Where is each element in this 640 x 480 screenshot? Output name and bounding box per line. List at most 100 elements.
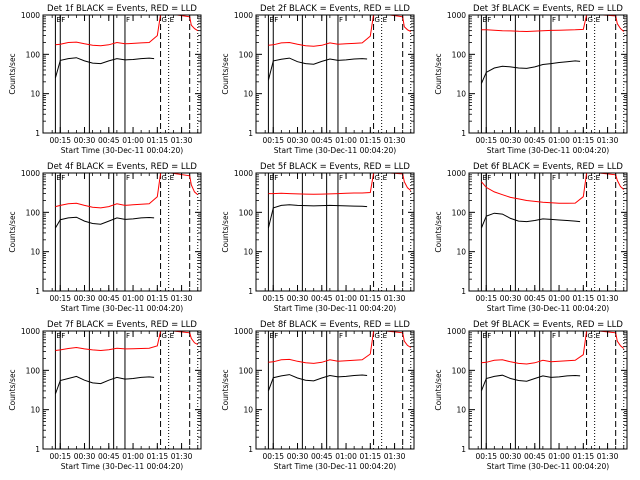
y-tick-label: 1 [35, 287, 40, 296]
x-tick-label: 00:15 [475, 452, 497, 461]
y-tick-label: 10 [456, 248, 466, 257]
x-tick-label: 01:30 [171, 136, 193, 145]
x-tick-label: 00:45 [98, 136, 120, 145]
detector-panel: Det 5f BLACK = Events, RED = LLD Counts/s… [221, 162, 415, 313]
y-tick-label: 1000 [234, 169, 253, 178]
event-marker-label: F [126, 16, 130, 24]
panel-title: Det 7f BLACK = Events, RED = LLD [47, 320, 197, 330]
y-tick-label: 100 [452, 50, 467, 59]
lld-series-line [55, 15, 199, 47]
y-tick-label: 10 [243, 90, 253, 99]
detector-panel: Det 3f BLACK = Events, RED = LLD Counts/s… [434, 4, 628, 155]
x-tick-label: 01:15 [147, 294, 169, 303]
event-marker-label: G [375, 174, 380, 182]
x-tick-label: 00:45 [524, 294, 546, 303]
panel-title: Det 2f BLACK = Events, RED = LLD [260, 4, 410, 14]
events-series-line [54, 216, 155, 229]
lld-series-line [55, 173, 199, 209]
panel-title: Det 4f BLACK = Events, RED = LLD [47, 162, 197, 172]
plot-frame [42, 172, 202, 292]
event-marker-label: E [596, 332, 600, 340]
plot-frame [468, 330, 628, 450]
events-series-line [267, 374, 368, 392]
event-marker-label: F [487, 16, 491, 24]
plot-frame [255, 172, 415, 292]
event-marker-label: F [487, 332, 491, 340]
event-marker-label: F [552, 16, 556, 24]
x-tick-label: 01:30 [597, 136, 619, 145]
plot-frame [42, 14, 202, 134]
plot-frame [468, 14, 628, 134]
x-axis-label: Start Time (30-Dec-11 00:04:20) [61, 304, 183, 313]
y-axis-label: Counts/sec [8, 53, 17, 94]
x-tick-label: 00:30 [287, 452, 309, 461]
x-tick-label: 00:45 [311, 294, 333, 303]
events-series-line [480, 374, 581, 392]
event-marker-label: F [126, 174, 130, 182]
x-tick-label: 01:00 [548, 452, 570, 461]
x-tick-label: 00:30 [500, 136, 522, 145]
x-tick-label: 00:30 [74, 294, 96, 303]
event-marker-label: E [383, 16, 387, 24]
x-tick-label: 00:45 [98, 294, 120, 303]
y-tick-label: 100 [239, 366, 254, 375]
x-axis-label: Start Time (30-Dec-11 00:04:20) [61, 462, 183, 471]
y-tick-label: 1000 [447, 11, 466, 20]
events-series-line [267, 204, 368, 229]
y-tick-label: 10 [456, 406, 466, 415]
detector-panel: Det 2f BLACK = Events, RED = LLD Counts/s… [221, 4, 415, 155]
x-axis-label: Start Time (30-Dec-11 00:04:20) [274, 462, 396, 471]
y-tick-label: 1000 [21, 11, 40, 20]
x-tick-label: 00:15 [262, 452, 284, 461]
event-marker-label: G [162, 174, 167, 182]
y-tick-label: 1 [461, 129, 466, 138]
x-axis-label: Start Time (30-Dec-11 00:04:20) [487, 304, 609, 313]
x-tick-label: 01:15 [573, 294, 595, 303]
event-marker-label: E [170, 174, 174, 182]
event-marker-label: E [170, 332, 174, 340]
lld-series-line [481, 173, 625, 204]
x-tick-label: 01:00 [335, 452, 357, 461]
plot-frame [468, 172, 628, 292]
x-axis-label: Start Time (30-Dec-11 00:04:20) [487, 146, 609, 155]
y-tick-label: 1 [461, 445, 466, 454]
x-tick-label: 00:45 [524, 452, 546, 461]
panel-title: Det 5f BLACK = Events, RED = LLD [260, 162, 410, 172]
x-tick-label: 00:45 [311, 136, 333, 145]
event-marker-label: F [552, 174, 556, 182]
x-tick-label: 00:15 [475, 136, 497, 145]
x-tick-label: 01:15 [360, 294, 382, 303]
event-marker-label: F [61, 174, 65, 182]
y-tick-label: 100 [239, 50, 254, 59]
y-tick-label: 1 [248, 445, 253, 454]
events-series-line [54, 57, 155, 79]
x-tick-label: 01:30 [171, 452, 193, 461]
y-tick-label: 10 [243, 248, 253, 257]
lld-series-line [268, 15, 412, 47]
y-tick-label: 100 [26, 366, 41, 375]
y-tick-label: 100 [452, 208, 467, 217]
event-marker-label: E [269, 332, 273, 340]
y-axis-label: Counts/sec [221, 53, 230, 94]
event-marker-label: F [274, 16, 278, 24]
plot-frame [255, 14, 415, 134]
x-tick-label: 01:30 [384, 294, 406, 303]
x-axis-label: Start Time (30-Dec-11 00:04:20) [274, 146, 396, 155]
detector-panel: Det 1f BLACK = Events, RED = LLD Counts/s… [8, 4, 202, 155]
x-tick-label: 01:00 [122, 136, 144, 145]
detector-panel: Det 8f BLACK = Events, RED = LLD Counts/s… [221, 320, 415, 471]
y-tick-label: 1000 [21, 169, 40, 178]
y-tick-label: 1 [248, 287, 253, 296]
lld-series-line [268, 331, 412, 364]
lld-series-line [481, 331, 625, 365]
x-tick-label: 00:15 [49, 452, 71, 461]
event-marker-label: F [339, 174, 343, 182]
y-tick-label: 100 [239, 208, 254, 217]
x-tick-label: 01:15 [360, 136, 382, 145]
event-marker-label: G [162, 16, 167, 24]
events-series-line [480, 60, 581, 84]
event-marker-label: E [482, 174, 486, 182]
event-marker-label: E [383, 332, 387, 340]
event-marker-label: G [588, 174, 593, 182]
events-series-line [480, 212, 581, 229]
